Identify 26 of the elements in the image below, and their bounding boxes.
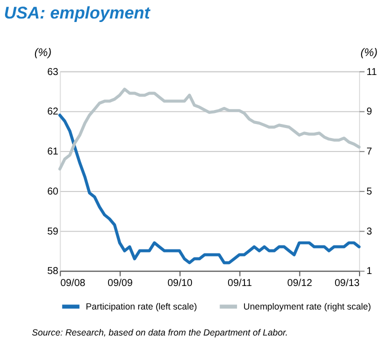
- y-tick-label: 62: [47, 106, 59, 118]
- y2-tick-label: 3: [366, 226, 373, 238]
- y-tick-label: 58: [47, 266, 59, 278]
- y2-tick-label: 11: [366, 66, 378, 78]
- y-axis-title: (%): [34, 46, 52, 59]
- x-tick-label: 09/10: [167, 278, 193, 290]
- y2-tick-label: 5: [366, 186, 373, 198]
- source-note: Source: Research, based on data from the Department of Labor.: [32, 328, 288, 338]
- y-tick-label: 60: [47, 186, 59, 198]
- y-tick-label: 63: [47, 66, 59, 78]
- chart-title: USA: employment: [4, 3, 152, 22]
- x-tick-label: 09/13: [334, 278, 360, 290]
- legend-label: Unemployment rate (right scale): [243, 302, 371, 312]
- y2-tick-label: 1: [366, 266, 373, 278]
- x-tick-label: 09/09: [108, 278, 134, 290]
- y-tick-label: 61: [47, 146, 59, 158]
- x-tick-label: 09/12: [287, 278, 313, 290]
- y2-tick-label: 7: [366, 146, 373, 158]
- y2-tick-label: 9: [366, 106, 373, 118]
- line-series: [58, 114, 361, 264]
- y2-axis-title: (%): [360, 46, 378, 59]
- x-tick-label: 09/11: [228, 278, 252, 290]
- line-series: [58, 88, 361, 170]
- legend-label: Participation rate (left scale): [86, 302, 197, 312]
- x-tick-label: 09/08: [60, 278, 86, 290]
- y-tick-label: 59: [47, 226, 59, 238]
